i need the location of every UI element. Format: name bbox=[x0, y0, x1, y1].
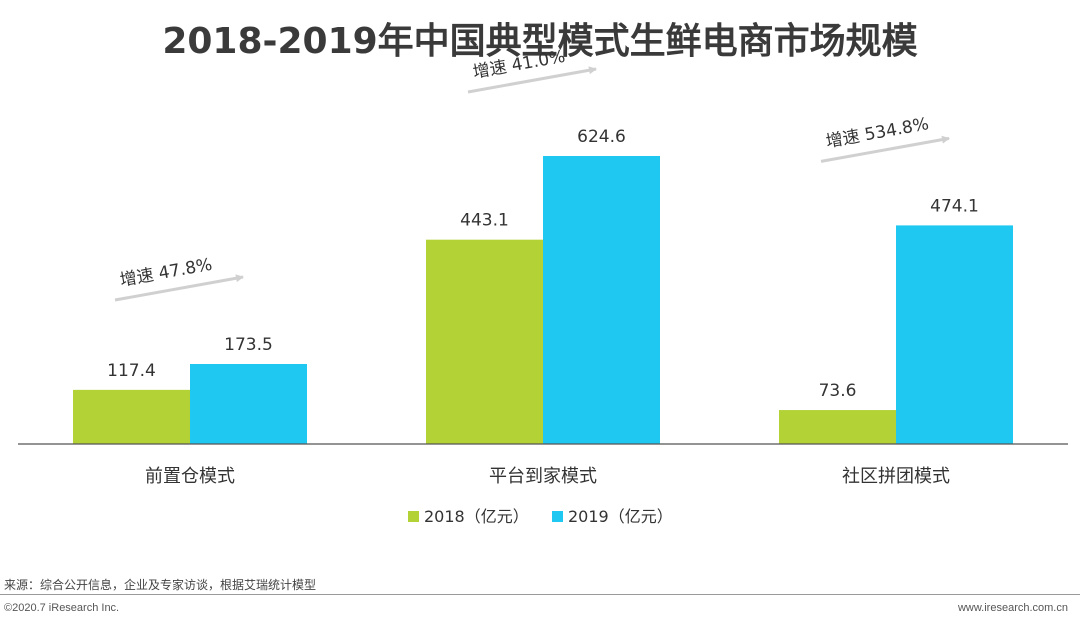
data-label: 474.1 bbox=[930, 196, 979, 216]
chart-title: 2018-2019年中国典型模式生鲜电商市场规模 bbox=[162, 21, 918, 62]
bar-2019-2 bbox=[896, 225, 1013, 444]
growth-arrow bbox=[467, 66, 597, 94]
legend-swatch-2019 bbox=[552, 511, 563, 522]
data-label: 443.1 bbox=[460, 211, 509, 231]
bar-2019-0 bbox=[190, 364, 307, 444]
category-label: 前置仓模式 bbox=[145, 466, 235, 487]
legend-label: 2018（亿元） bbox=[424, 507, 529, 526]
data-label: 624.6 bbox=[577, 127, 626, 147]
footer-divider bbox=[0, 594, 1080, 595]
data-label: 73.6 bbox=[819, 381, 857, 401]
bar-2018-0 bbox=[73, 389, 190, 444]
website-link[interactable]: www.iresearch.com.cn bbox=[957, 602, 1068, 614]
bar-2018-1 bbox=[426, 239, 543, 444]
legend-label: 2019（亿元） bbox=[568, 507, 673, 526]
copyright-text: ©2020.7 iResearch Inc. bbox=[4, 602, 120, 614]
growth-arrow bbox=[114, 274, 244, 302]
data-label: 117.4 bbox=[107, 361, 156, 381]
growth-rate-label: 增速 534.8% bbox=[824, 114, 930, 152]
bar-2018-2 bbox=[779, 410, 896, 444]
data-label: 173.5 bbox=[224, 335, 273, 355]
category-label: 社区拼团模式 bbox=[842, 466, 950, 487]
source-note: 来源：综合公开信息，企业及专家访谈，根据艾瑞统计模型 bbox=[4, 578, 317, 592]
bar-2019-1 bbox=[543, 156, 660, 444]
legend-swatch-2018 bbox=[408, 511, 419, 522]
category-label: 平台到家模式 bbox=[489, 466, 597, 487]
growth-arrow bbox=[820, 135, 950, 163]
